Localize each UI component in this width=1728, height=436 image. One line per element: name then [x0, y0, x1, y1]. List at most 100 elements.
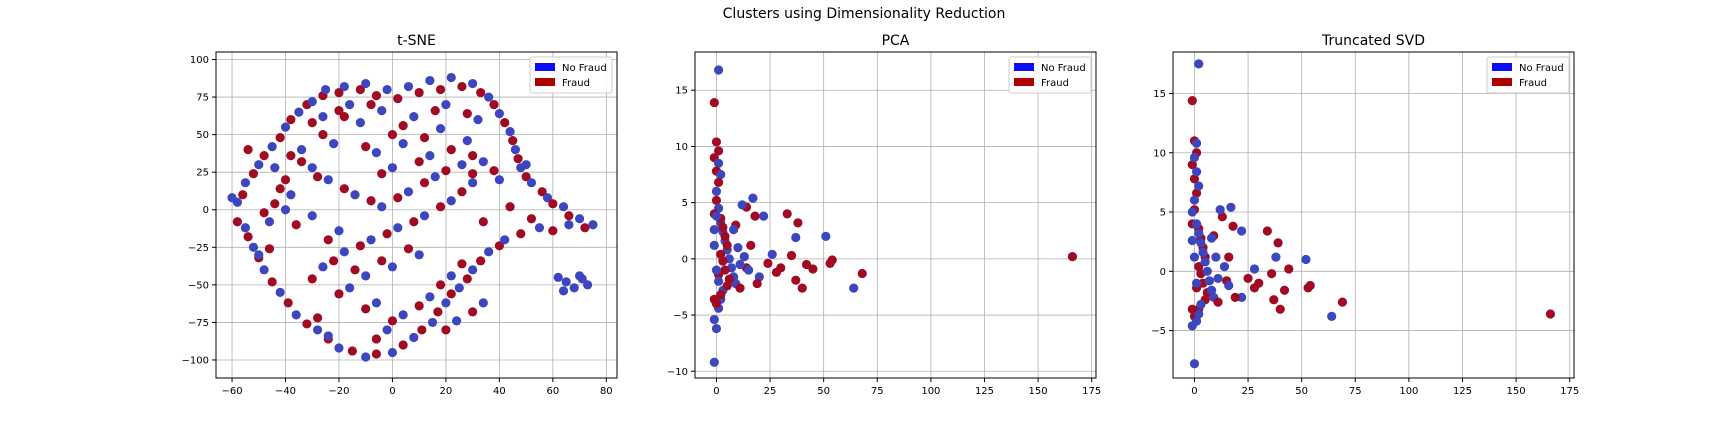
data-point-fraud — [366, 99, 376, 110]
data-point-no-fraud — [393, 223, 403, 233]
data-point-fraud — [1224, 252, 1234, 262]
data-point-fraud — [361, 142, 371, 152]
data-point-no-fraud — [398, 139, 408, 149]
data-point-no-fraud — [280, 122, 291, 132]
data-point-fraud — [243, 145, 253, 155]
data-point-no-fraud — [558, 202, 569, 212]
y-tick-label: 0 — [1160, 267, 1166, 278]
data-point-fraud — [355, 241, 365, 251]
data-point-no-fraud — [382, 325, 392, 335]
data-point-fraud — [371, 349, 381, 359]
data-point-fraud — [435, 84, 446, 95]
data-point-no-fraud — [312, 325, 323, 335]
data-point-fraud — [808, 264, 818, 274]
data-point-no-fraud — [377, 105, 387, 116]
data-point-fraud — [1191, 188, 1202, 198]
x-tick-label: 0 — [389, 386, 395, 397]
data-point-fraud — [403, 244, 414, 254]
data-point-fraud — [419, 133, 430, 143]
data-point-no-fraud — [1191, 167, 1202, 177]
subplot-title: Truncated SVD — [1321, 33, 1425, 49]
data-point-fraud — [752, 278, 762, 289]
data-point-no-fraud — [462, 136, 472, 146]
y-tick-label: 100 — [190, 55, 209, 66]
data-point-fraud — [513, 154, 523, 164]
data-point-fraud — [1189, 174, 1200, 184]
data-point-no-fraud — [526, 178, 537, 188]
points-group — [1187, 59, 1556, 369]
data-point-fraud — [1230, 292, 1240, 302]
data-point-fraud — [339, 184, 349, 194]
data-point-fraud — [307, 118, 317, 128]
data-point-no-fraud — [1187, 235, 1197, 246]
points-group — [709, 65, 1078, 367]
x-tick-label: 60 — [546, 386, 559, 397]
data-point-no-fraud — [1196, 299, 1206, 310]
data-point-fraud — [1303, 283, 1313, 293]
data-point-no-fraud — [409, 332, 419, 343]
x-tick-label: 125 — [975, 386, 994, 397]
data-point-fraud — [275, 184, 285, 194]
data-point-no-fraud — [425, 292, 435, 302]
y-tick-label: −50 — [188, 280, 209, 291]
data-point-no-fraud — [307, 96, 317, 107]
data-point-no-fraud — [494, 108, 504, 119]
data-point-no-fraud — [739, 251, 749, 262]
data-point-fraud — [857, 268, 867, 279]
data-point-fraud — [441, 166, 451, 176]
data-point-no-fraud — [711, 211, 722, 221]
data-point-fraud — [476, 256, 486, 266]
data-point-fraud — [1267, 269, 1277, 279]
data-point-no-fraud — [403, 187, 414, 197]
data-point-fraud — [1187, 160, 1197, 170]
data-point-no-fraud — [569, 283, 579, 293]
data-point-fraud — [716, 290, 726, 300]
y-tick-label: 5 — [682, 198, 688, 209]
legend-label: Fraud — [1041, 78, 1069, 89]
data-point-no-fraud — [419, 211, 430, 221]
data-point-fraud — [1213, 297, 1223, 307]
x-tick-label: 0 — [713, 386, 719, 397]
data-point-fraud — [537, 187, 547, 197]
data-point-fraud — [296, 157, 307, 167]
x-tick-label: 175 — [1560, 386, 1579, 397]
data-point-no-fraud — [1249, 264, 1260, 274]
x-tick-label: 25 — [1242, 386, 1255, 397]
data-point-fraud — [446, 145, 456, 155]
data-point-fraud — [417, 325, 427, 335]
data-point-no-fraud — [425, 151, 435, 161]
legend-swatch-no-fraud — [535, 63, 555, 71]
data-point-no-fraud — [759, 211, 769, 221]
legend-label: Fraud — [562, 78, 590, 89]
data-point-no-fraud — [275, 287, 285, 297]
data-point-fraud — [259, 208, 269, 218]
y-tick-label: −5 — [1151, 326, 1166, 337]
data-point-no-fraud — [435, 124, 446, 134]
data-point-fraud — [711, 137, 722, 147]
data-point-no-fraud — [446, 72, 456, 83]
chart-panel-2: 0 25 50 75 100 125 150 175 −10 −5 0 5 10 15 PCA No Frau… — [667, 33, 1101, 397]
data-point-no-fraud — [1191, 278, 1202, 288]
data-point-fraud — [478, 217, 488, 227]
data-point-fraud — [722, 240, 732, 250]
x-tick-label: 150 — [1029, 386, 1048, 397]
data-point-no-fraud — [1327, 311, 1337, 321]
data-point-fraud — [1249, 283, 1260, 293]
data-point-fraud — [786, 250, 797, 261]
data-point-fraud — [371, 334, 381, 344]
data-point-no-fraud — [454, 283, 464, 293]
data-point-no-fraud — [1191, 316, 1202, 326]
data-point-no-fraud — [307, 163, 317, 173]
data-point-no-fraud — [821, 231, 831, 241]
data-point-no-fraud — [1189, 152, 1200, 163]
data-point-fraud — [329, 256, 339, 266]
data-point-no-fraud — [323, 331, 333, 341]
data-point-fraud — [361, 304, 371, 314]
x-tick-label: 50 — [1295, 386, 1308, 397]
x-tick-label: 100 — [1399, 386, 1418, 397]
data-point-fraud — [387, 316, 398, 326]
data-point-no-fraud — [849, 283, 859, 293]
data-point-fraud — [526, 214, 537, 224]
y-tick-label: 25 — [196, 168, 209, 179]
subplot-title: t-SNE — [397, 33, 436, 49]
